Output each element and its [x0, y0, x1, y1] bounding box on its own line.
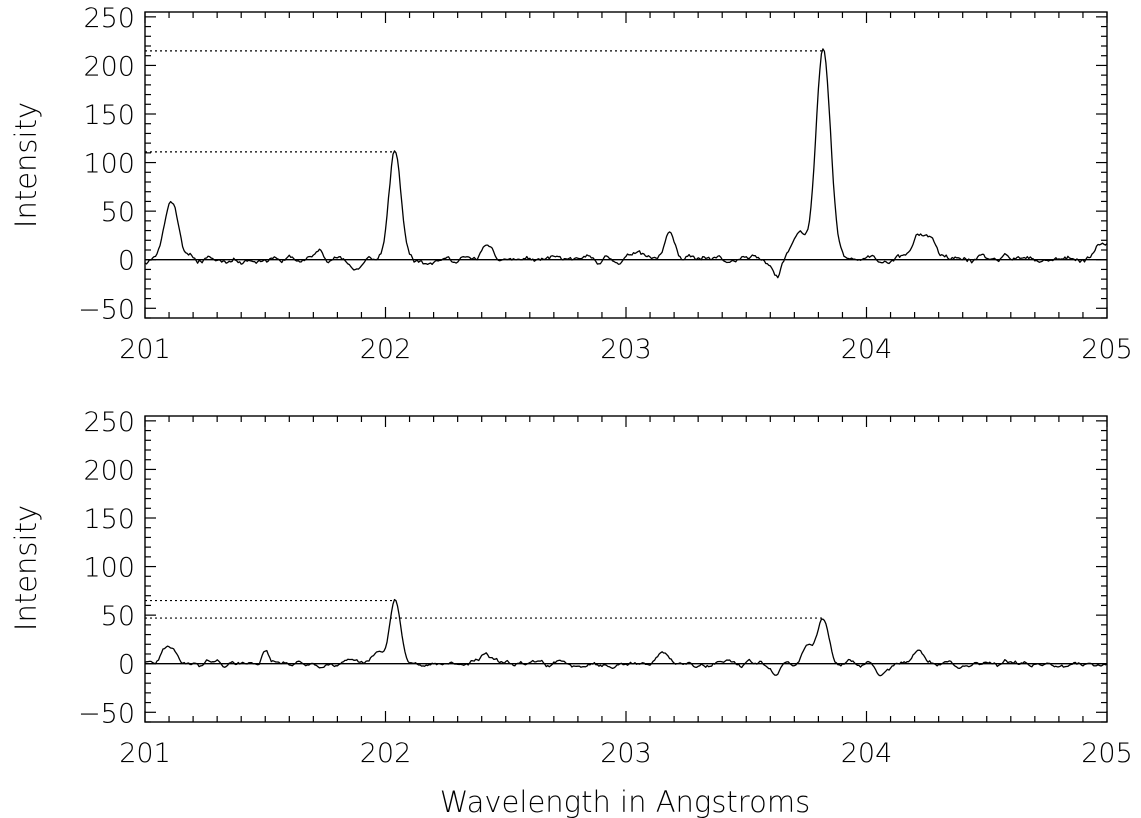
top-x-tick-label: 204: [841, 334, 893, 365]
top-y-axis-label: Intensity: [9, 102, 43, 228]
top-x-tick-label: 201: [119, 334, 171, 365]
bottom-x-tick-labels: 201 202 203 204 205: [119, 738, 1133, 769]
bottom-y-tick-label: 200: [83, 455, 135, 486]
top-y-tick-label: 100: [83, 149, 135, 180]
bottom-y-axis-label: Intensity: [9, 505, 43, 631]
top-y-tick-label: −50: [78, 294, 135, 325]
bottom-spectrum-line: [144, 598, 1108, 677]
top-reference-levels: [145, 50, 824, 153]
x-axis-label: Wavelength in Angstroms: [440, 785, 810, 818]
top-x-tick-label: 202: [360, 334, 412, 365]
bottom-y-tick-label: 100: [83, 553, 135, 584]
bottom-spectrum-panel: −50 0 50 100 150 200 250 201 202 203 204 205 Inten…: [9, 407, 1133, 818]
top-axis-ticks: [144, 12, 1108, 319]
bottom-y-tick-label: 150: [83, 504, 135, 535]
bottom-x-tick-label: 204: [841, 738, 893, 769]
bottom-y-tick-label: −50: [78, 698, 135, 729]
bottom-reference-levels: [145, 599, 824, 619]
bottom-y-tick-label: 250: [83, 407, 135, 438]
top-y-tick-label: 200: [83, 51, 135, 82]
top-y-tick-labels: −50 0 50 100 150 200 250: [78, 3, 135, 325]
top-y-tick-label: 250: [83, 3, 135, 34]
bottom-y-tick-labels: −50 0 50 100 150 200 250: [78, 407, 135, 729]
bottom-x-tick-label: 201: [119, 738, 171, 769]
bottom-x-tick-label: 203: [600, 738, 652, 769]
top-x-tick-labels: 201 202 203 204 205: [119, 334, 1133, 365]
top-spectrum-panel: −50 0 50 100 150 200 250 201 202 203 204 205 Inten…: [9, 3, 1133, 365]
bottom-y-tick-label: 50: [101, 601, 135, 632]
top-x-tick-label: 205: [1081, 334, 1133, 365]
top-y-tick-label: 50: [101, 197, 135, 228]
top-y-tick-label: 150: [83, 100, 135, 131]
top-y-tick-label: 0: [118, 246, 135, 277]
top-x-tick-label: 203: [600, 334, 652, 365]
bottom-x-tick-label: 205: [1081, 738, 1133, 769]
top-spectrum-line: [144, 48, 1108, 279]
top-plot-frame: [144, 11, 1108, 319]
bottom-y-tick-label: 0: [118, 650, 135, 681]
bottom-plot-frame: [144, 415, 1108, 723]
bottom-axis-ticks: [144, 416, 1108, 723]
bottom-x-tick-label: 202: [360, 738, 412, 769]
